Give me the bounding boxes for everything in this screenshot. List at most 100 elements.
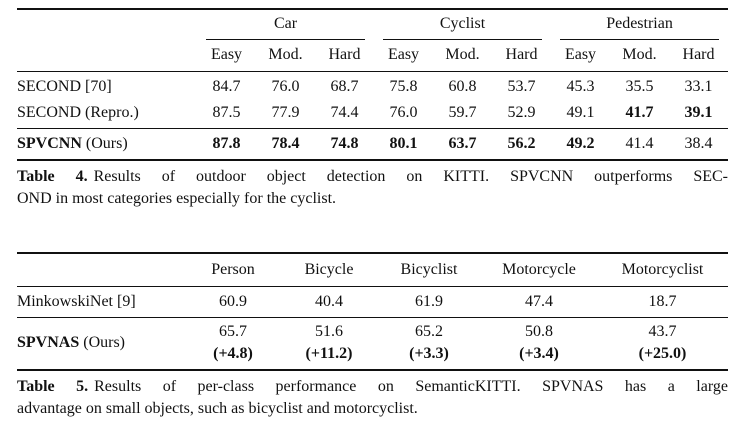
metric-cell: 47.4 — [525, 293, 553, 310]
table5-caption-label: Table 5. — [17, 378, 89, 395]
col-header-person: Person — [185, 253, 281, 287]
metric-delta: (+25.0) — [638, 345, 687, 362]
metric-value: 50.8 — [525, 323, 553, 340]
table-row-spvcnn-ours: SPVCNN (Ours) 87.8 78.4 74.8 80.1 63.7 5… — [17, 128, 729, 160]
col-header-bicyclist: Bicyclist — [377, 253, 481, 287]
metric-value: 51.6 — [315, 323, 343, 340]
row-label: SPVCNN (Ours) — [17, 128, 197, 160]
metric-cell-with-delta: 50.8 (+3.4) — [481, 317, 597, 370]
group-header-pedestrian-label: Pedestrian — [560, 15, 720, 40]
table4-subheader-row: Easy Mod. Hard Easy Mod. Hard Easy Mod. … — [17, 40, 729, 72]
metric-cell-best: 49.2 — [551, 128, 611, 160]
metric-cell-best: 63.7 — [433, 128, 492, 160]
method-name: SPVNAS — [17, 334, 80, 351]
row-label: MinkowskiNet [9] — [17, 293, 136, 310]
method-name: SPVCNN — [17, 135, 82, 152]
metric-cell-with-delta: 43.7 (+25.0) — [597, 317, 728, 370]
table-row-minkowskinet: MinkowskiNet [9] 60.9 40.4 61.9 47.4 18.… — [17, 287, 728, 318]
group-header-pedestrian: Pedestrian — [551, 9, 728, 40]
col-header-motorcyclist: Motorcyclist — [597, 253, 728, 287]
metric-cell-best: 56.2 — [492, 128, 552, 160]
col-header-cyclist-hard: Hard — [492, 40, 552, 72]
metric-cell: 74.4 — [330, 104, 359, 121]
metric-cell-best: 41.7 — [625, 104, 654, 121]
method-suffix: (Ours) — [79, 334, 125, 351]
metric-cell: 61.9 — [415, 293, 443, 310]
metric-cell: 33.1 — [684, 78, 713, 95]
metric-cell: 53.7 — [507, 78, 536, 95]
table5-caption-text1: Results of per-class performance on Sema… — [94, 378, 728, 395]
metric-cell: 75.8 — [389, 78, 418, 95]
group-header-car: Car — [197, 9, 374, 40]
metric-cell-with-delta: 65.7 (+4.8) — [185, 317, 281, 370]
col-header-cyclist-easy: Easy — [374, 40, 433, 72]
metric-cell-with-delta: 51.6 (+11.2) — [281, 317, 377, 370]
table5-section: Person Bicycle Bicyclist Motorcycle Moto… — [17, 252, 728, 420]
metric-delta: (+4.8) — [213, 345, 253, 362]
group-header-car-label: Car — [206, 15, 365, 40]
col-header-pedestrian-mod: Mod. — [610, 40, 670, 72]
table4-caption: Table 4. Results of outdoor object detect… — [17, 166, 728, 210]
table4-group-header-row: Car Cyclist Pedestrian — [17, 9, 728, 40]
table4-caption-line1: Table 4. Results of outdoor object detect… — [17, 166, 728, 188]
metric-delta: (+3.3) — [409, 345, 449, 362]
group-header-cyclist-label: Cyclist — [383, 15, 543, 40]
metric-delta: (+11.2) — [305, 345, 353, 362]
empty-corner-cell — [17, 40, 197, 72]
col-header-pedestrian-easy: Easy — [551, 40, 611, 72]
table4-section: Car Cyclist Pedestrian Easy Mod. Hard Ea… — [17, 8, 729, 210]
metric-cell-best: 78.4 — [256, 128, 315, 160]
empty-corner-cell — [17, 253, 185, 287]
metric-cell-best: 80.1 — [374, 128, 433, 160]
metric-cell: 18.7 — [648, 293, 677, 310]
metric-delta: (+3.4) — [519, 345, 559, 362]
empty-corner-cell — [17, 9, 197, 40]
table5-caption: Table 5. Results of per-class performance… — [17, 376, 728, 420]
metric-cell: 45.3 — [566, 78, 595, 95]
metric-cell: 41.4 — [610, 128, 670, 160]
row-label: SECOND (Repro.) — [17, 104, 139, 121]
metric-cell: 76.0 — [271, 78, 300, 95]
table-row-second-repro: SECOND (Repro.) 87.5 77.9 74.4 76.0 59.7… — [17, 100, 728, 129]
table5: Person Bicycle Bicyclist Motorcycle Moto… — [17, 252, 728, 371]
table4-caption-label: Table 4. — [17, 168, 88, 185]
row-label: SECOND [70] — [17, 78, 112, 95]
metric-cell: 60.8 — [448, 78, 477, 95]
metric-value: 43.7 — [648, 323, 677, 340]
metric-cell: 77.9 — [271, 104, 300, 121]
col-header-car-hard: Hard — [315, 40, 374, 72]
metric-cell: 60.9 — [219, 293, 247, 310]
col-header-cyclist-mod: Mod. — [433, 40, 492, 72]
metric-cell: 52.9 — [507, 104, 536, 121]
metric-value: 65.2 — [415, 323, 443, 340]
metric-cell-best: 87.8 — [197, 128, 256, 160]
metric-cell-with-delta: 65.2 (+3.3) — [377, 317, 481, 370]
table4-caption-text1: Results of outdoor object detection on K… — [93, 168, 729, 185]
metric-cell: 59.7 — [448, 104, 477, 121]
metric-value: 65.7 — [219, 323, 247, 340]
metric-cell: 68.7 — [330, 78, 359, 95]
method-suffix: (Ours) — [81, 135, 128, 152]
table-row-second: SECOND [70] 84.7 76.0 68.7 75.8 60.8 53.… — [17, 72, 728, 101]
table5-caption-line2: advantage on small objects, such as bicy… — [17, 400, 418, 417]
col-header-bicycle: Bicycle — [281, 253, 377, 287]
metric-cell: 87.5 — [212, 104, 241, 121]
group-header-cyclist: Cyclist — [374, 9, 551, 40]
table4-caption-line2: OND in most categories especially for th… — [17, 190, 337, 207]
col-header-car-mod: Mod. — [256, 40, 315, 72]
metric-cell-best: 39.1 — [684, 104, 713, 121]
row-label: SPVNAS (Ours) — [17, 317, 185, 370]
metric-cell: 40.4 — [315, 293, 343, 310]
metric-cell: 76.0 — [389, 104, 418, 121]
metric-cell: 84.7 — [212, 78, 241, 95]
table5-caption-line1: Table 5. Results of per-class performance… — [17, 376, 728, 398]
metric-cell: 35.5 — [625, 78, 654, 95]
metric-cell-best: 74.8 — [315, 128, 374, 160]
table-row-spvnas-ours: SPVNAS (Ours) 65.7 (+4.8) 51.6 (+11.2) 6… — [17, 317, 728, 370]
metric-cell: 49.1 — [566, 104, 595, 121]
col-header-car-easy: Easy — [197, 40, 256, 72]
col-header-motorcycle: Motorcycle — [481, 253, 597, 287]
table5-header-row: Person Bicycle Bicyclist Motorcycle Moto… — [17, 253, 728, 287]
col-header-pedestrian-hard: Hard — [669, 40, 729, 72]
